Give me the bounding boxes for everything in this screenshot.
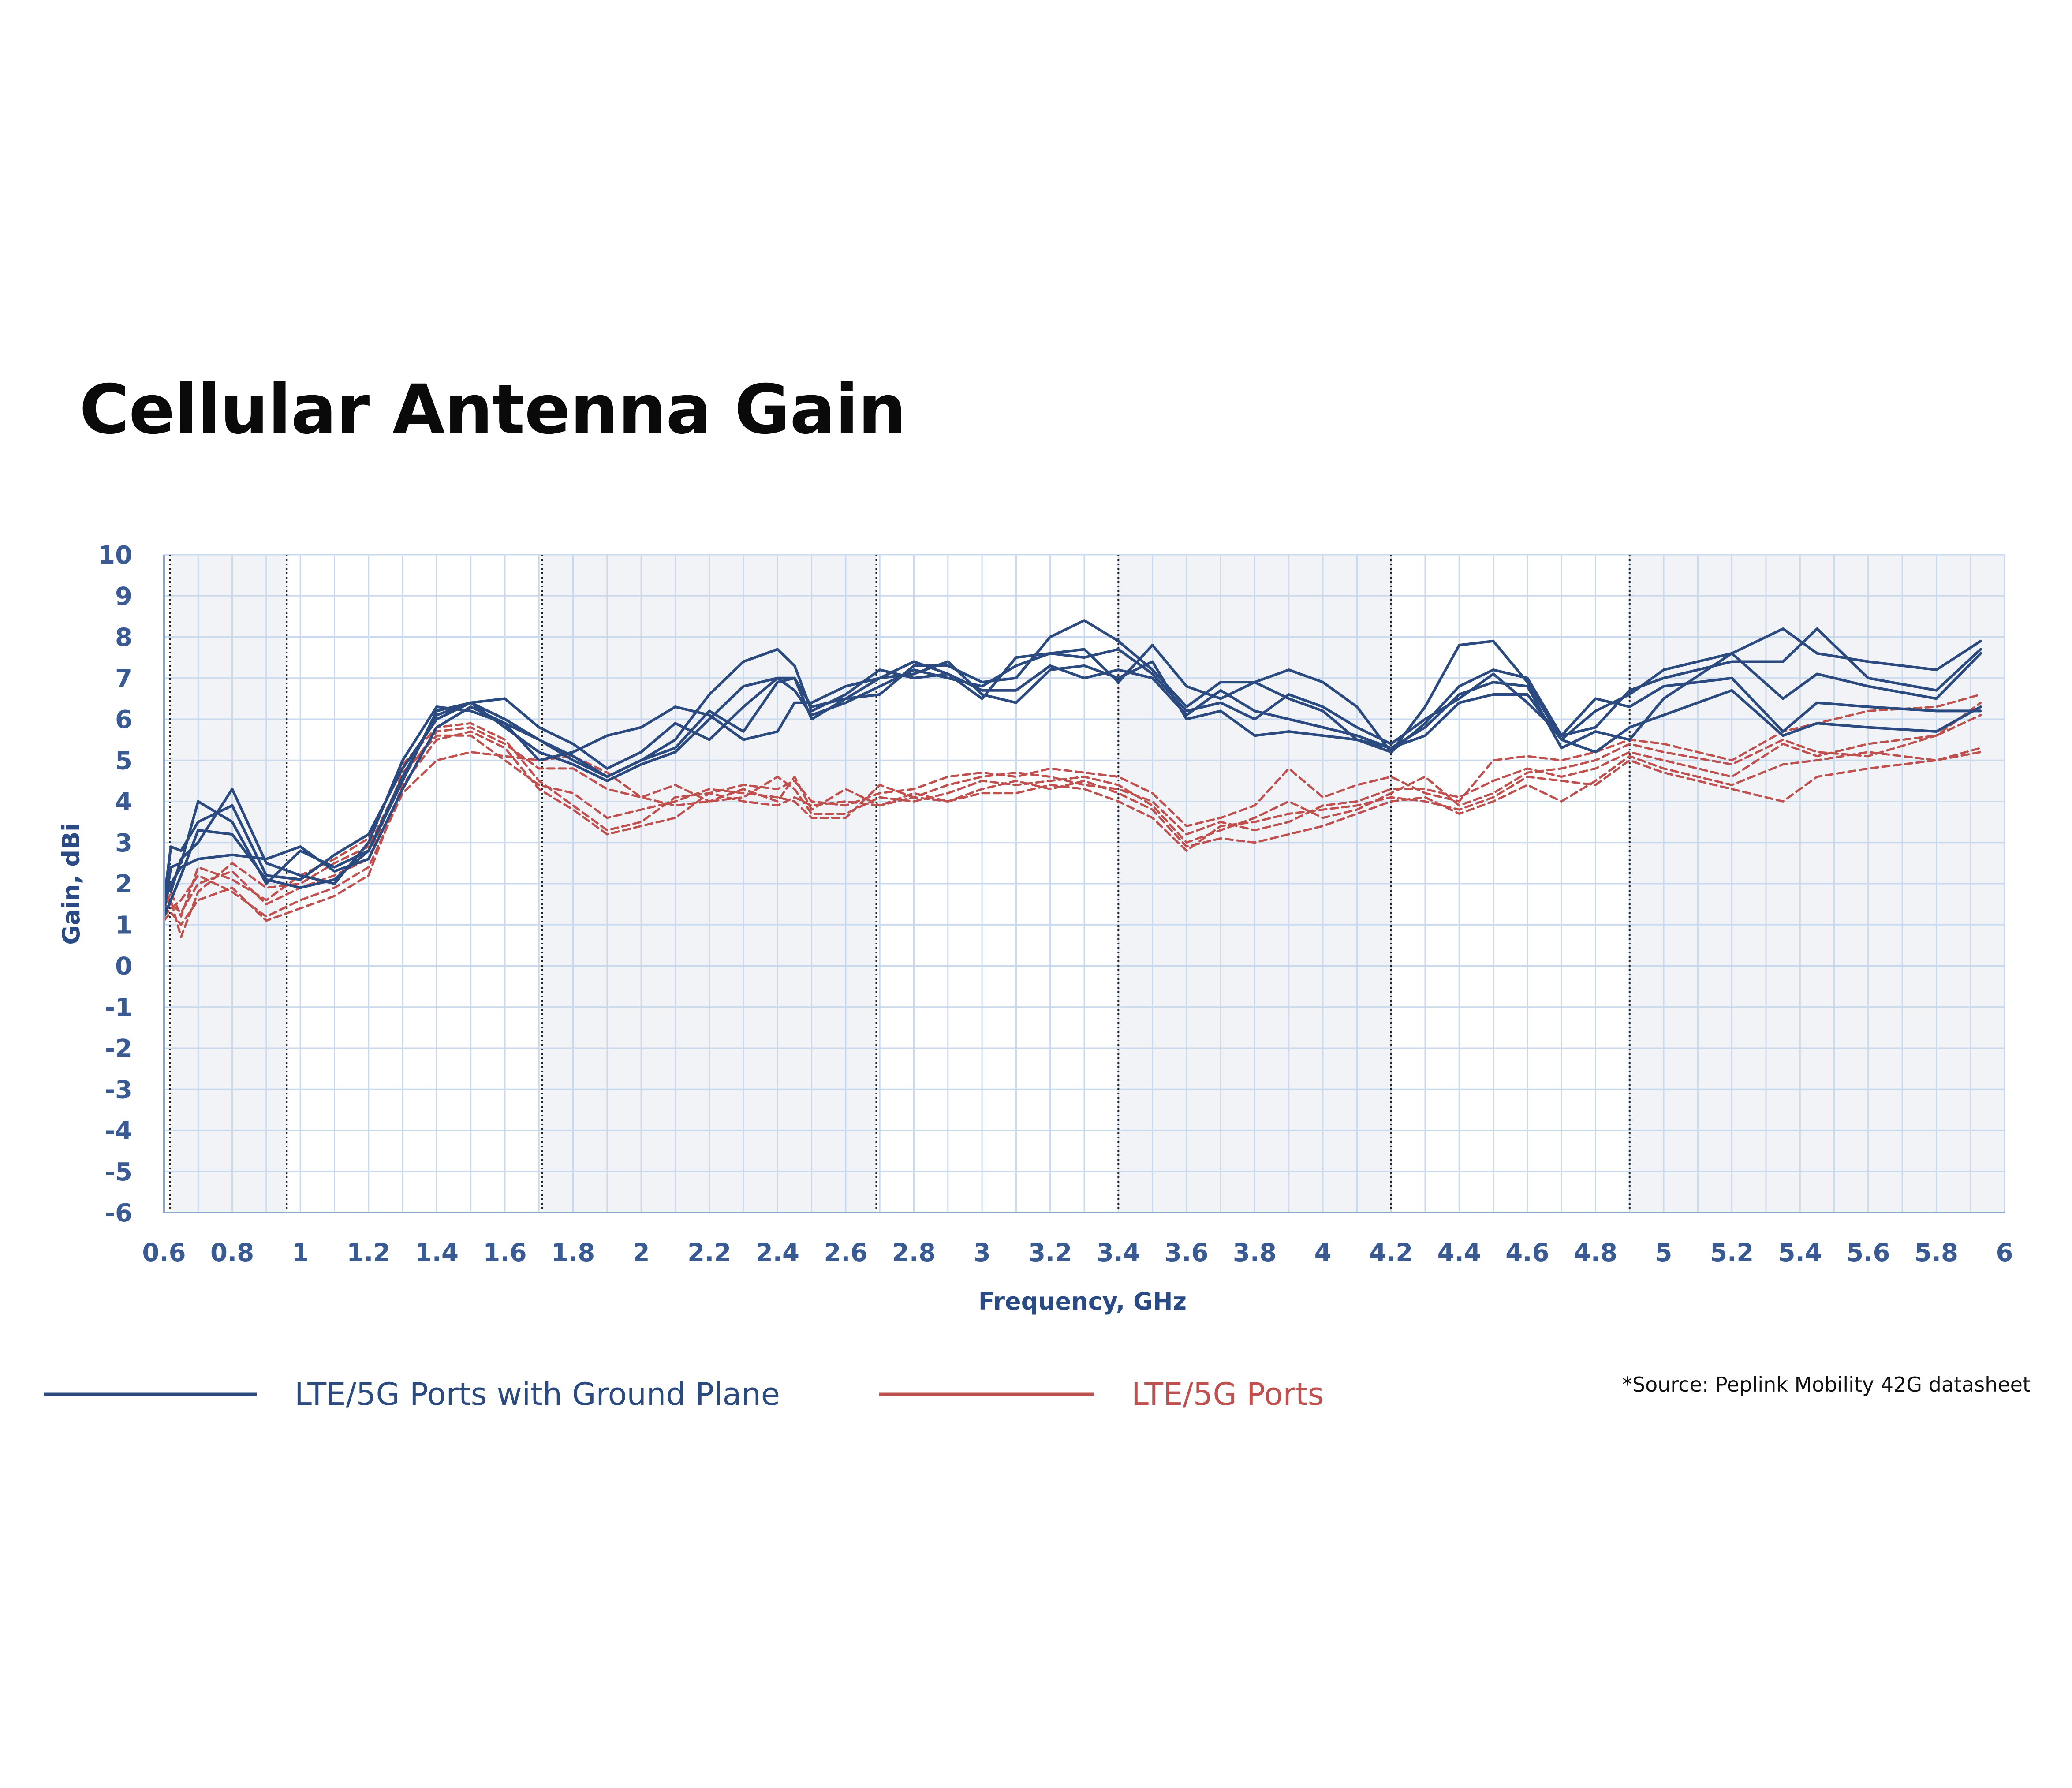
y-tick-label: 10: [98, 541, 132, 570]
ports-series-line-7: [163, 747, 1982, 918]
x-tick-label: 6: [1996, 1239, 2013, 1267]
x-tick-label: 2.6: [824, 1239, 867, 1267]
ports-series-line-5: [163, 693, 1982, 918]
x-tick-label: 2: [633, 1239, 650, 1267]
band-edge-markers: [169, 555, 1631, 1213]
ground-plane-series-line-4: [163, 648, 1982, 918]
y-tick-label: -3: [105, 1075, 132, 1104]
legend: LTE/5G Ports with Ground Plane LTE/5G Po…: [44, 1376, 1324, 1412]
x-tick-label: 5.2: [1710, 1239, 1754, 1267]
chart-title: Cellular Antenna Gain: [79, 370, 906, 449]
y-tick-label: 0: [115, 952, 132, 981]
x-tick-label: 3: [974, 1239, 991, 1267]
y-tick-label: -2: [105, 1034, 132, 1063]
x-tick-label: 5.6: [1846, 1239, 1890, 1267]
y-tick-label: -1: [105, 993, 132, 1022]
x-tick-label: 2.4: [756, 1239, 799, 1267]
y-tick-label: 9: [115, 582, 132, 611]
y-axis-title: Gain, dBi: [57, 823, 85, 944]
legend-label-ports: LTE/5G Ports: [1131, 1376, 1324, 1412]
x-tick-label: 3.4: [1097, 1239, 1140, 1267]
x-tick-label: 5.8: [1915, 1239, 1958, 1267]
x-tick-label: 1.4: [415, 1239, 459, 1267]
x-tick-label: 2.2: [687, 1239, 731, 1267]
x-tick-label: 4: [1314, 1239, 1332, 1267]
x-tick-label: 1.8: [551, 1239, 595, 1267]
y-tick-label: 5: [115, 747, 132, 775]
x-tick-label: 1.6: [483, 1239, 526, 1267]
x-tick-label: 5.4: [1778, 1239, 1822, 1267]
x-tick-label: 4.4: [1437, 1239, 1481, 1267]
source-note: *Source: Peplink Mobility 42G datasheet: [1622, 1373, 2031, 1396]
y-tick-label: 2: [115, 870, 132, 899]
y-tick-label: 1: [115, 911, 132, 940]
x-tick-label: 0.8: [210, 1239, 254, 1267]
x-tick-label: 1.2: [347, 1239, 390, 1267]
axes: [163, 555, 2005, 1213]
y-tick-label: -5: [105, 1158, 132, 1187]
x-tick-label: 1: [292, 1239, 309, 1267]
x-axis-title: Frequency, GHz: [978, 1288, 1187, 1315]
x-tick-label: 2.8: [892, 1239, 936, 1267]
y-tick-label: 8: [115, 623, 132, 652]
x-tick-label: 4.6: [1505, 1239, 1549, 1267]
y-tick-label: 7: [115, 664, 132, 693]
x-tick-label: 4.8: [1574, 1239, 1617, 1267]
x-tick-label: 3.8: [1233, 1239, 1277, 1267]
legend-label-ground-plane: LTE/5G Ports with Ground Plane: [295, 1376, 780, 1412]
ground-plane-series-line-1: [163, 619, 1982, 914]
y-tick-label: 6: [115, 705, 132, 734]
x-tick-label: 4.2: [1369, 1239, 1413, 1267]
y-tick-label: -4: [105, 1117, 132, 1146]
y-tick-label: 3: [115, 829, 132, 858]
x-tick-label: 3.6: [1165, 1239, 1208, 1267]
ground-plane-series-line-3: [163, 660, 1982, 906]
x-tick-label: 3.2: [1028, 1239, 1072, 1267]
y-tick-label: 4: [115, 788, 132, 817]
x-tick-label: 0.6: [142, 1239, 186, 1267]
series-lines: [163, 619, 1982, 938]
x-tick-label: 5: [1655, 1239, 1673, 1267]
y-tick-label: -6: [105, 1199, 132, 1228]
